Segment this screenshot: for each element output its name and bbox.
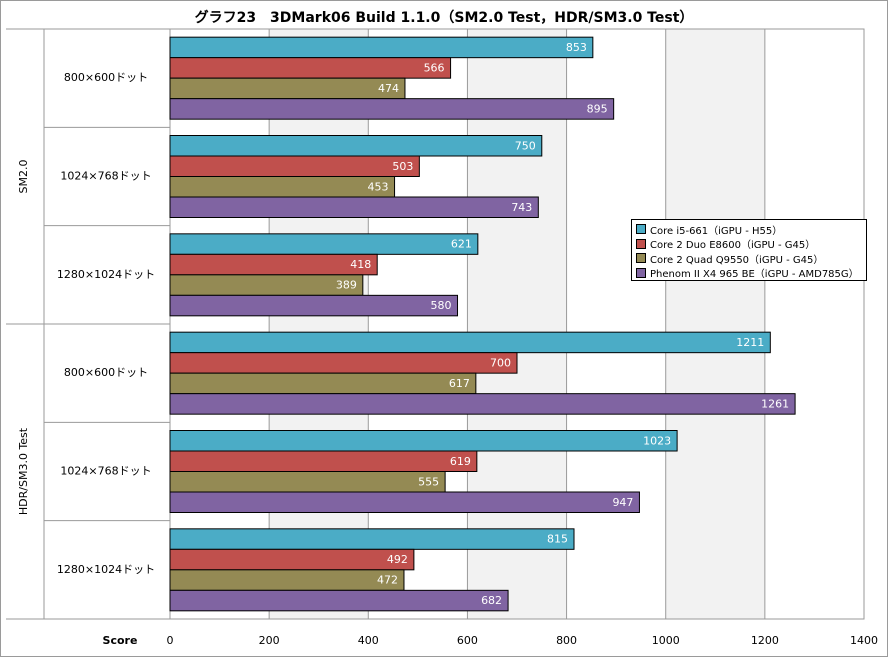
data-label: 389	[336, 279, 357, 292]
data-label: 566	[424, 61, 445, 74]
x-tick-label: 1000	[652, 634, 680, 647]
bar	[169, 352, 518, 374]
data-label: 617	[449, 377, 470, 390]
bar	[169, 569, 405, 591]
bar	[169, 294, 459, 317]
bar	[169, 589, 509, 612]
data-label: 503	[392, 160, 413, 173]
bar	[169, 233, 479, 255]
bar	[169, 98, 615, 120]
bar	[169, 491, 640, 513]
bar	[169, 196, 539, 218]
data-label: 1023	[643, 434, 671, 447]
data-label: 418	[350, 258, 371, 271]
data-label: 947	[612, 496, 633, 509]
bar	[169, 57, 452, 79]
legend-item: Core 2 Duo E8600（iGPU - G45）	[636, 237, 862, 252]
bar	[169, 253, 378, 276]
data-label: 682	[481, 594, 502, 607]
grid-band	[467, 29, 567, 619]
data-label: 895	[587, 102, 608, 115]
category-label: 1024×768ドット	[60, 170, 151, 183]
category-label: 800×600ドット	[64, 366, 148, 379]
x-tick-label: 400	[358, 634, 379, 647]
data-label: 853	[566, 41, 587, 54]
legend-label: Phenom II X4 965 BE（iGPU - AMD785G）	[650, 269, 859, 281]
bar	[169, 393, 796, 415]
legend-item: Phenom II X4 965 BE（iGPU - AMD785G）	[636, 266, 862, 281]
group-label: HDR/SM3.0 Test	[17, 427, 30, 515]
legend-label: Core 2 Duo E8600（iGPU - G45）	[650, 240, 816, 252]
data-label: 474	[378, 82, 399, 95]
x-tick-label: 0	[167, 634, 174, 647]
legend-item: Core i5-661（iGPU - H55）	[636, 222, 862, 237]
legend-label: Core i5-661（iGPU - H55）	[650, 225, 783, 237]
group-label: SM2.0	[17, 160, 30, 194]
data-label: 743	[511, 201, 532, 214]
bar	[169, 528, 575, 550]
data-label: 815	[547, 533, 568, 546]
grid-band	[269, 29, 369, 619]
data-label: 621	[451, 238, 472, 251]
data-label: 1261	[761, 397, 789, 410]
x-tick-label: 1200	[751, 634, 779, 647]
bar	[169, 471, 446, 493]
category-label: 1280×1024ドット	[57, 268, 155, 281]
data-label: 472	[377, 574, 398, 587]
legend-swatch	[636, 267, 646, 278]
bar	[169, 372, 477, 395]
category-label: 800×600ドット	[64, 71, 148, 84]
x-tick-label: 800	[556, 634, 577, 647]
grid-band	[665, 29, 765, 619]
data-label: 555	[418, 475, 439, 488]
category-label: 1024×768ドット	[60, 465, 151, 478]
bar	[169, 36, 594, 59]
data-label: 1211	[736, 336, 764, 349]
bar	[169, 548, 415, 571]
legend-item: Core 2 Quad Q9550（iGPU - G45）	[636, 251, 862, 266]
data-label: 750	[515, 139, 536, 152]
chart-legend: Core i5-661（iGPU - H55） Core 2 Duo E8600…	[631, 219, 867, 281]
x-axis-title: Score	[103, 634, 138, 647]
chart-title: グラフ23 3DMark06 Build 1.1.0（SM2.0 Test，HD…	[194, 10, 694, 26]
bar	[169, 450, 478, 472]
bar	[169, 274, 364, 296]
bar	[169, 176, 396, 198]
legend-swatch	[636, 238, 646, 249]
data-label: 492	[387, 553, 408, 566]
bar	[169, 135, 543, 157]
legend-swatch	[636, 253, 646, 264]
legend-label: Core 2 Quad Q9550（iGPU - G45）	[650, 254, 824, 266]
legend-swatch	[636, 224, 646, 235]
data-label: 619	[450, 455, 471, 468]
bar	[169, 155, 420, 177]
x-tick-label: 600	[457, 634, 478, 647]
category-label: 1280×1024ドット	[57, 563, 155, 576]
bar	[169, 331, 771, 354]
x-tick-label: 200	[259, 634, 280, 647]
data-label: 580	[431, 299, 452, 312]
x-tick-label: 1400	[850, 634, 878, 647]
bar	[169, 430, 678, 452]
bar	[169, 77, 406, 100]
data-label: 453	[368, 180, 389, 193]
data-label: 700	[490, 356, 511, 369]
